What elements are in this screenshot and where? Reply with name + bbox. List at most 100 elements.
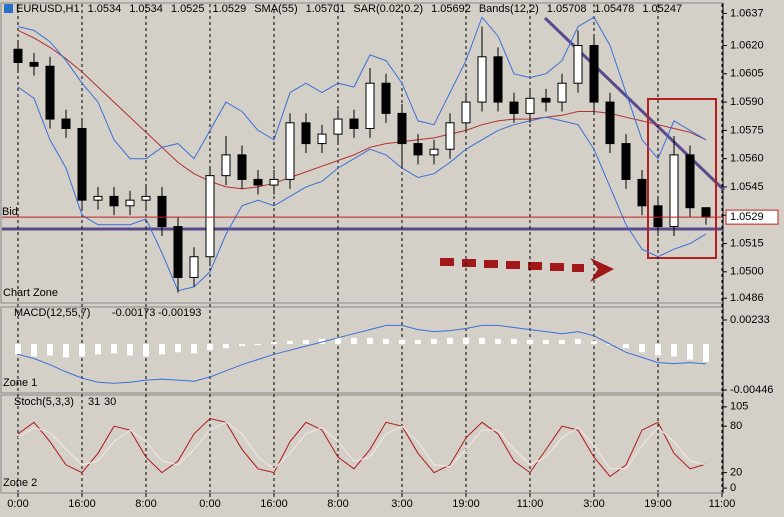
time-label: 3:00 [583,498,604,510]
y-tick-label: 1.0486 [730,292,764,304]
candle-body [141,195,151,201]
header-text: 1.0525 [171,3,205,15]
candle-body [445,122,455,150]
candle-body [365,82,375,129]
time-label: 16:00 [260,498,288,510]
macd-bar [47,344,53,356]
symbol-icon [4,4,13,13]
header: EURUSD,H1 1.0534 1.0534 1.0525 1.0529 SMA(55)… [4,3,682,15]
macd-bar [31,344,37,357]
candle-body [637,178,647,207]
y-tick-label: 1.0637 [730,7,764,19]
candle-body [509,101,519,114]
candle-body [605,101,615,145]
macd-bar [463,337,469,345]
time-label: 8:00 [327,498,348,510]
macd-bar [79,344,85,357]
macd-bar [399,339,405,345]
y-tick-label: 20 [730,467,742,479]
candle-body [77,127,87,201]
dash [550,263,564,271]
macd-bar [415,339,421,345]
macd-bar [159,344,165,355]
macd-bar [655,344,661,356]
macd-bar [319,338,325,345]
macd-bar [15,344,21,355]
candle-body [413,143,423,156]
macd-bar [223,344,229,349]
macd-bar [623,344,629,349]
highlight-box [647,98,717,259]
candle-body [493,56,503,103]
time-label: 0:00 [7,498,28,510]
panel-value: -0.00173 [112,307,155,319]
macd-bar [543,339,549,345]
header-text: 1.0534 [129,3,163,15]
candle-body [205,175,215,258]
candle-body [61,118,71,129]
macd-bar [703,344,709,362]
header-text: SAR(0.02,0.2) [353,3,423,15]
y-tick-label: 1.0560 [730,153,764,165]
price-label: 1.0529 [730,211,764,223]
dash [506,261,520,269]
candle-body [109,195,119,207]
y-tick-label: 1.0590 [730,96,764,108]
candle-body [397,112,407,145]
dash [528,262,542,270]
header-text: 1.0529 [213,3,247,15]
header-text: 1.05708 [547,3,587,15]
time-label: 19:00 [644,498,672,510]
macd-bar [111,344,117,354]
y-tick-label: 1.0515 [730,237,764,249]
header-text: 1.05247 [642,3,682,15]
macd-bar [351,337,357,345]
y-tick-label: 1.0500 [730,266,764,278]
dash [462,259,476,267]
candle-body [541,97,551,103]
price-box [725,209,779,225]
candle-body [253,178,263,186]
time-label: 11:00 [517,498,544,510]
macd-bar [175,344,181,353]
macd-bar [639,344,645,353]
macd-bar [559,339,565,345]
arrow-head [590,258,614,282]
y-tick-label: 0 [730,482,736,494]
macd-bar [335,337,341,345]
zone-label: Zone 2 [3,477,37,489]
y-tick-label: 1.0545 [730,181,764,193]
candle-body [573,44,583,84]
candle-body [13,48,23,63]
dash [440,258,454,266]
candle-body [557,82,567,103]
candle-body [45,65,55,120]
candle-body [701,207,711,218]
zone-label: Zone 1 [3,377,37,389]
candle-body [285,122,295,180]
y-tick-label: 0.00233 [730,314,770,326]
candle-body [317,133,327,145]
candle-body [589,44,599,103]
header-text: SMA(55) [254,3,297,15]
candle-body [221,154,231,177]
macd-bar [287,340,293,345]
time-label: 11:00 [709,498,736,510]
candle-body [653,205,663,228]
stoch-line [17,421,707,470]
overlay-line [17,29,707,190]
y-tick-label: -0.00446 [730,384,773,396]
zone-label: Chart Zone [3,287,58,299]
macd-bar [527,339,533,345]
macd-bar [591,340,597,345]
candle-body [461,101,471,124]
header-text: Bands(12,2) [479,3,539,15]
candle-body [301,122,311,145]
candle-body [621,143,631,180]
candle-body [525,97,535,114]
candle-body [237,154,247,180]
candle-body [173,226,183,278]
macd-bar [239,344,245,347]
header-text: 1.05701 [306,3,346,15]
